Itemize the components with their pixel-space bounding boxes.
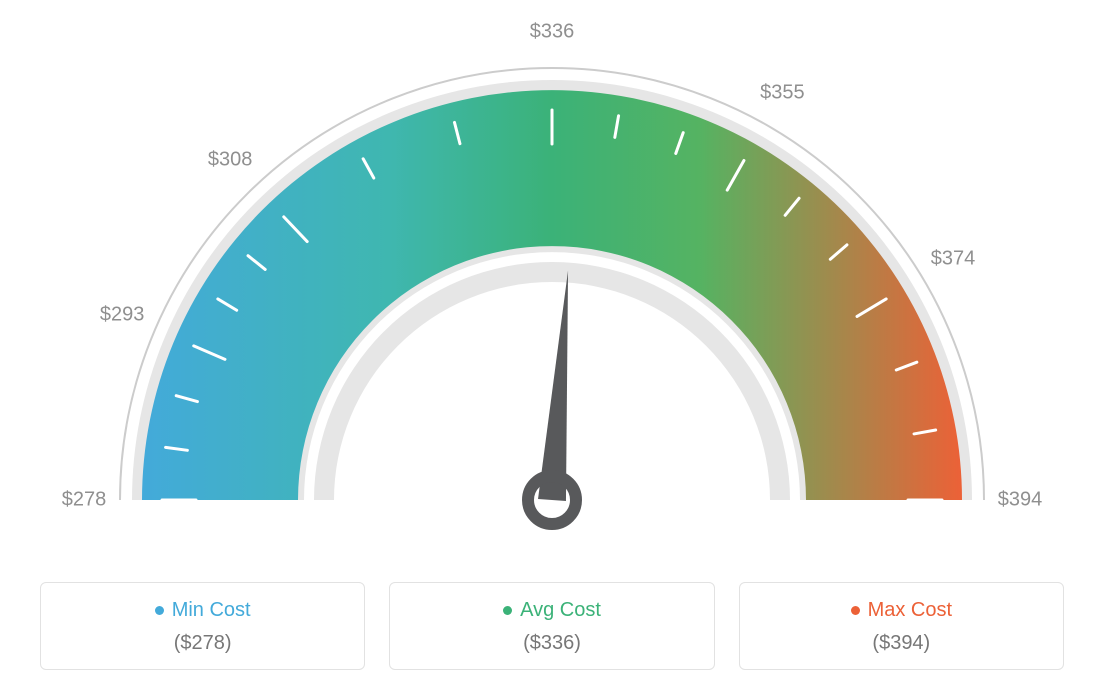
legend-value-min: ($278) <box>53 632 352 655</box>
gauge-tick-label: $374 <box>931 247 976 270</box>
gauge-tick-label: $355 <box>760 81 805 104</box>
legend-card-min: Min Cost ($278) <box>40 582 365 670</box>
legend-title-avg: Avg Cost <box>503 599 601 622</box>
legend-card-avg: Avg Cost ($336) <box>389 582 714 670</box>
legend-label-max: Max Cost <box>868 599 952 622</box>
gauge-svg <box>0 0 1104 560</box>
legend-card-max: Max Cost ($394) <box>739 582 1064 670</box>
legend-label-min: Min Cost <box>172 599 251 622</box>
legend-row: Min Cost ($278) Avg Cost ($336) Max Cost… <box>0 582 1104 670</box>
gauge-tick-label: $293 <box>100 304 145 327</box>
legend-dot-avg <box>503 606 512 615</box>
legend-value-max: ($394) <box>752 632 1051 655</box>
legend-title-min: Min Cost <box>155 599 251 622</box>
gauge-tick-label: $278 <box>62 489 107 512</box>
gauge-tick-label: $308 <box>208 149 253 172</box>
gauge-tick-label: $336 <box>530 21 575 44</box>
legend-dot-max <box>851 606 860 615</box>
legend-value-avg: ($336) <box>402 632 701 655</box>
legend-label-avg: Avg Cost <box>520 599 601 622</box>
gauge-tick-label: $394 <box>998 489 1043 512</box>
legend-title-max: Max Cost <box>851 599 952 622</box>
legend-dot-min <box>155 606 164 615</box>
gauge-chart: $278 $293 $308 $336 $355 $374 $394 <box>0 0 1104 560</box>
